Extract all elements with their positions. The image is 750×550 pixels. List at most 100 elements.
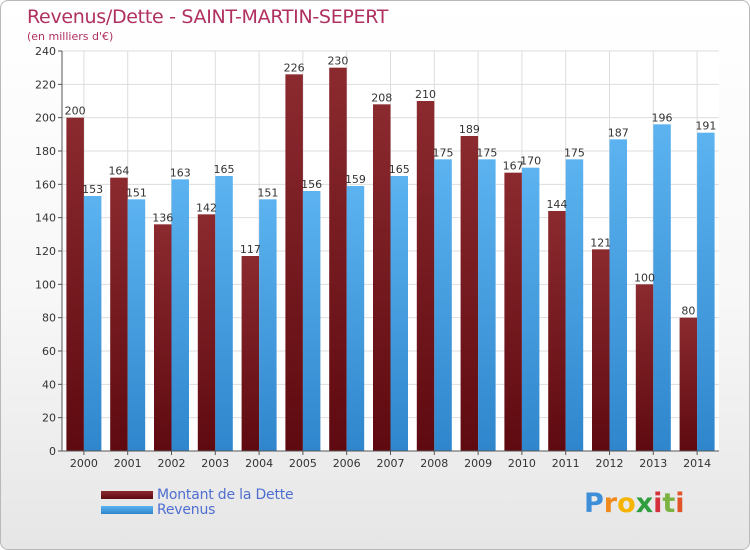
x-tick-label: 2000 (70, 457, 98, 470)
value-label-debt: 100 (634, 271, 655, 284)
bar-revenue (434, 159, 452, 452)
logo-letter: t (662, 488, 676, 519)
logo-letter: i (653, 488, 663, 519)
value-label-revenue: 159 (345, 173, 366, 186)
bar-debt (635, 284, 654, 451)
x-tick-label: 2003 (201, 457, 229, 470)
value-label-revenue: 156 (301, 178, 322, 191)
y-tick-label: 60 (42, 345, 56, 358)
value-label-debt: 226 (284, 61, 305, 74)
bar-debt (197, 214, 216, 451)
value-label-debt: 230 (327, 55, 348, 68)
value-label-revenue: 165 (389, 163, 410, 176)
value-label-revenue: 175 (433, 146, 454, 159)
value-label-revenue: 175 (564, 146, 585, 159)
x-tick-label: 2002 (158, 457, 186, 470)
bar-debt (548, 211, 566, 451)
y-tick-label: 20 (42, 412, 56, 425)
bar-revenue (259, 199, 277, 451)
bar-debt (592, 249, 610, 451)
y-tick-label: 160 (35, 178, 56, 191)
y-tick-label: 200 (35, 112, 56, 125)
bar-revenue (609, 139, 627, 452)
bar-revenue (127, 199, 146, 451)
value-label-revenue: 170 (520, 155, 541, 168)
value-label-debt: 142 (196, 201, 217, 214)
value-label-debt: 200 (65, 105, 86, 118)
x-tick-label: 2007 (377, 457, 405, 470)
legend-swatch-revenue (101, 505, 153, 514)
bar-debt (241, 256, 260, 451)
proxiti-logo: Proxiti (584, 488, 685, 519)
value-label-revenue: 187 (608, 126, 629, 139)
legend-item-revenue: Revenus (101, 501, 293, 518)
value-label-debt: 121 (590, 236, 611, 249)
value-label-debt: 164 (108, 165, 129, 178)
bar-debt (110, 177, 128, 451)
x-tick-label: 2011 (552, 457, 580, 470)
value-label-revenue: 151 (126, 186, 147, 199)
bar-debt (66, 117, 84, 452)
bar-debt (154, 224, 172, 451)
legend-label-revenue: Revenus (157, 501, 216, 518)
bar-revenue (171, 179, 189, 452)
legend-item-debt: Montant de la Dette (101, 486, 294, 503)
y-tick-label: 180 (35, 145, 56, 158)
bar-revenue (653, 124, 671, 451)
x-tick-label: 2001 (114, 457, 142, 470)
value-label-debt: 144 (546, 198, 567, 211)
y-tick-label: 80 (42, 312, 56, 325)
y-tick-label: 0 (49, 445, 56, 458)
bar-revenue (215, 176, 233, 451)
legend-swatch-debt (101, 490, 153, 499)
x-tick-label: 2006 (333, 457, 361, 470)
y-tick-label: 240 (35, 45, 56, 58)
x-tick-label: 2014 (683, 457, 711, 470)
bar-debt (329, 67, 347, 452)
value-label-revenue: 165 (214, 163, 235, 176)
bar-revenue (346, 186, 365, 451)
legend: Montant de la Dette Revenus (101, 486, 294, 518)
x-tick-label: 2005 (289, 457, 317, 470)
value-label-debt: 167 (503, 160, 524, 173)
logo-letter: x (635, 488, 654, 519)
bar-debt (285, 74, 303, 451)
bar-revenue (390, 176, 408, 451)
x-tick-label: 2008 (420, 457, 448, 470)
logo-letter: r (603, 488, 618, 519)
value-label-debt: 117 (240, 243, 261, 256)
bar-debt (373, 104, 391, 451)
bar-debt (460, 136, 479, 451)
value-label-debt: 80 (681, 305, 695, 318)
bars (66, 67, 715, 452)
legend-label-debt: Montant de la Dette (157, 486, 294, 503)
bar-revenue (565, 159, 584, 452)
value-label-revenue: 153 (82, 183, 103, 196)
x-tick-label: 2009 (464, 457, 492, 470)
bar-revenue (478, 159, 496, 452)
chart-subtitle: (en milliers d'€) (27, 30, 114, 43)
value-label-debt: 208 (371, 91, 392, 104)
bar-debt (416, 101, 435, 451)
y-tick-label: 40 (42, 378, 56, 391)
value-labels: 200 164 136 142 117 226 230 208 210 189 167 144 121 1… (65, 55, 717, 318)
y-tick-label: 140 (35, 212, 56, 225)
x-tick-label: 2012 (596, 457, 624, 470)
x-tick-label: 2004 (245, 457, 273, 470)
value-label-debt: 136 (152, 211, 173, 224)
y-tick-label: 120 (35, 245, 56, 258)
value-label-revenue: 191 (695, 120, 716, 133)
bar-debt (679, 317, 698, 451)
x-tick-label: 2010 (508, 457, 536, 470)
bar-revenue (697, 132, 715, 451)
chart-title: Revenus/Dette - SAINT-MARTIN-SEPERT (27, 6, 389, 28)
bar-revenue (83, 196, 102, 451)
value-label-revenue: 196 (652, 111, 673, 124)
value-label-revenue: 163 (170, 166, 191, 179)
value-label-debt: 210 (415, 88, 436, 101)
bar-debt (504, 172, 522, 451)
logo-letter: P (584, 488, 604, 519)
logo-letter: o (617, 488, 636, 519)
